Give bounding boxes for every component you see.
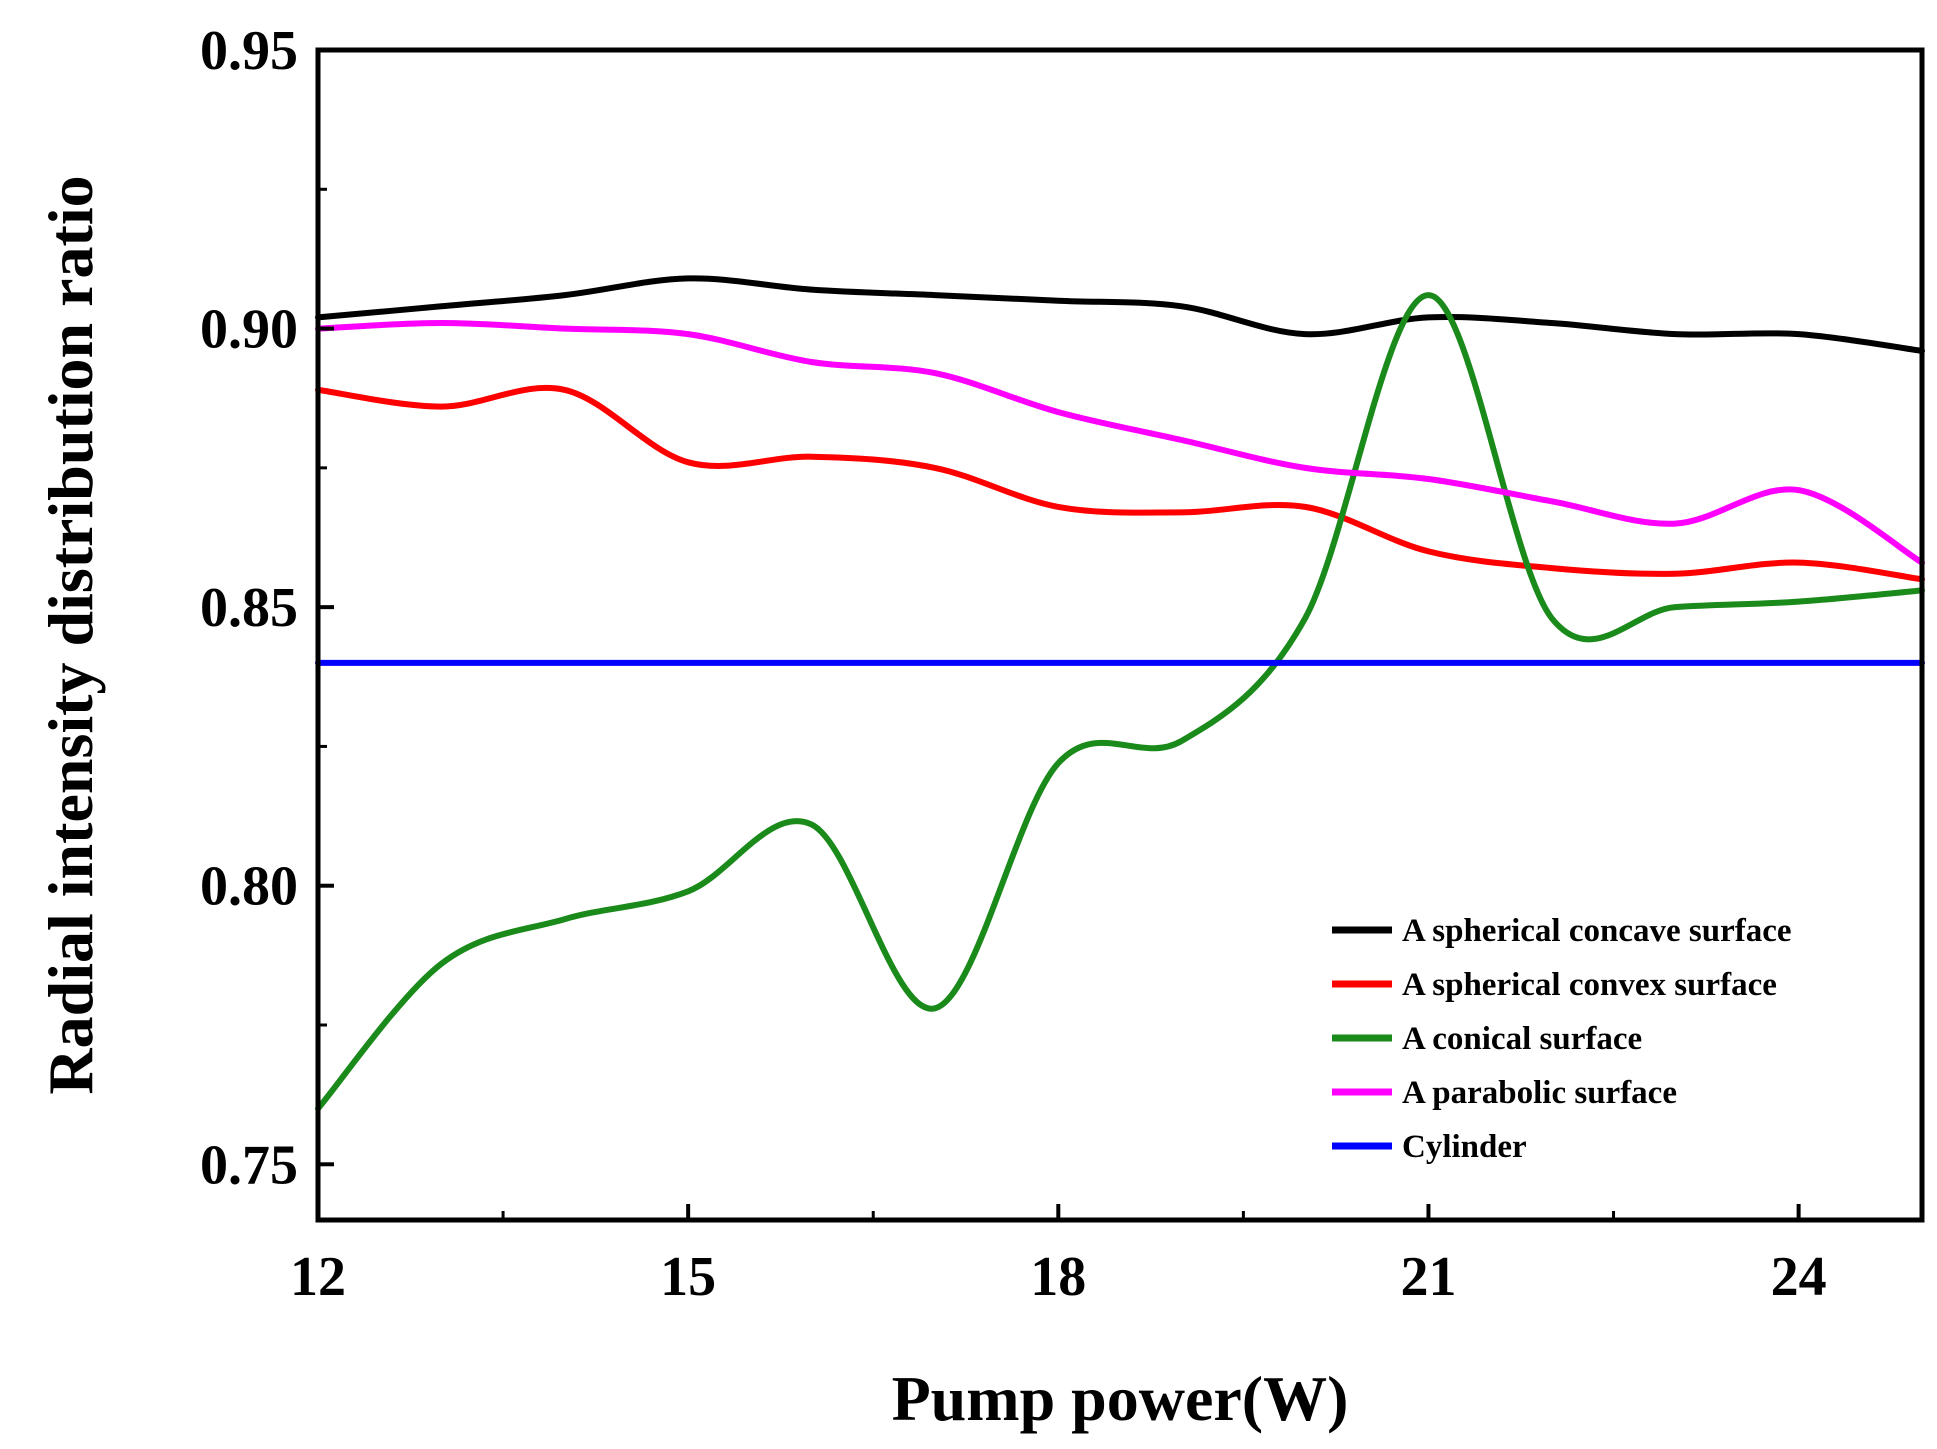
series-layer (315, 275, 1925, 1112)
series-line-a-spherical-convex-surface (315, 384, 1925, 583)
y-tick-label: 0.95 (200, 20, 298, 82)
legend-label-a-spherical-convex-surface: A spherical convex surface (1402, 967, 1777, 1003)
series-line-a-conical-surface (315, 292, 1925, 1112)
plot-frame (315, 47, 1925, 1223)
plot-background (318, 50, 1922, 1220)
series-line-a-parabolic-surface (315, 320, 1925, 566)
plot-area (318, 50, 1922, 1220)
x-tick-label: 21 (1400, 1246, 1456, 1308)
y-tick-label: 0.85 (200, 577, 298, 639)
series-line-a-spherical-concave-surface (315, 275, 1925, 354)
legend-label-cylinder: Cylinder (1402, 1129, 1527, 1165)
x-tick-label: 18 (1030, 1246, 1086, 1308)
x-tick-label: 24 (1771, 1246, 1827, 1308)
axes-layer: 12 15 18 21 24 0.75 0.80 0.85 0.90 0.95 (200, 20, 1925, 1308)
x-axis-title: Pump power(W) (892, 1363, 1349, 1434)
legend-label-a-conical-surface: A conical surface (1402, 1021, 1642, 1057)
y-tick-label: 0.80 (200, 856, 298, 918)
y-tick-label: 0.90 (200, 299, 298, 361)
legend-label-a-spherical-concave-surface: A spherical concave surface (1402, 913, 1792, 949)
y-tick-label: 0.75 (200, 1134, 298, 1196)
x-tick-label: 15 (660, 1246, 716, 1308)
y-axis-title: Radial intensity distribution ratio (35, 175, 106, 1094)
x-tick-label: 12 (290, 1246, 346, 1308)
legend-label-a-parabolic-surface: A parabolic surface (1402, 1075, 1677, 1111)
legend: A spherical concave surface A spherical c… (1332, 913, 1792, 1165)
